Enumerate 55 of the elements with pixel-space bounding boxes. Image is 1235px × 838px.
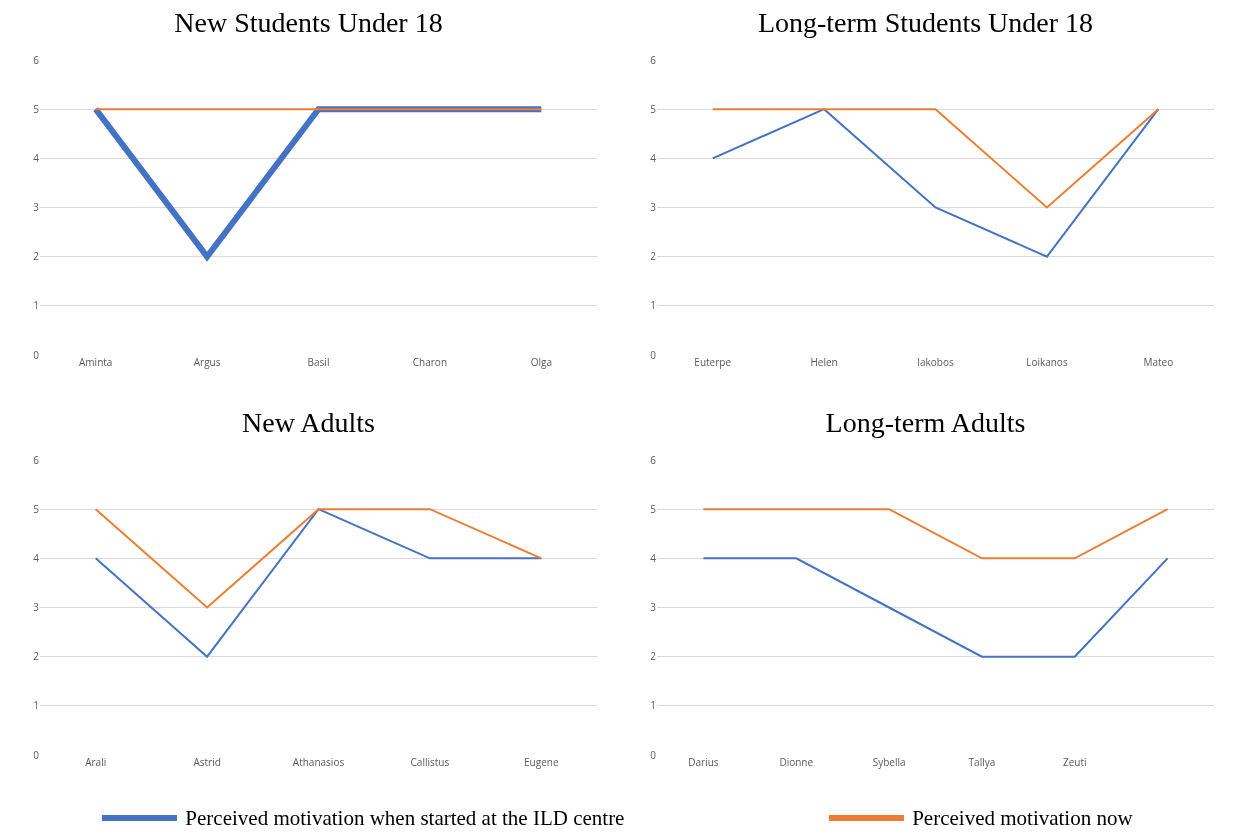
y-tick-label: 6 [650,52,657,67]
x-tick-label: Charon [412,355,448,369]
y-tick-label: 0 [33,347,40,362]
x-tick-label: Iakobos [917,355,954,369]
x-tick-label: Loikanos [1026,355,1068,369]
y-tick-label: 1 [33,698,39,713]
y-tick-label: 5 [33,101,40,116]
y-tick-label: 3 [33,200,40,214]
x-tick-label: Zeuti [1062,755,1087,769]
x-tick-label: Argus [193,355,221,369]
x-tick-label: Callistus [410,755,450,769]
y-tick-label: 3 [33,600,40,614]
x-tick-label: Helen [810,355,838,369]
y-tick-label: 5 [650,101,657,116]
x-tick-label: Tallya [968,755,996,769]
y-tick-label: 3 [650,600,657,614]
chart-title: Long-term Students Under 18 [757,6,1094,38]
x-tick-label: Astrid [193,755,221,769]
y-tick-label: 3 [650,200,657,214]
y-tick-label: 2 [650,649,657,664]
y-tick-label: 1 [650,698,656,713]
chart-title: Long-term Adults [825,406,1026,438]
legend-label: Perceived motivation when started at the ILD centre [185,805,625,831]
y-tick-label: 4 [650,150,657,165]
x-tick-label: Eugene [524,755,559,769]
y-tick-label: 4 [650,550,657,565]
line-series [711,108,1160,258]
x-tick-label: Dionne [779,755,814,769]
x-tick-label: Euterpe [694,355,732,369]
y-tick-label: 0 [33,747,40,762]
y-tick-label: 1 [33,298,39,313]
y-tick-label: 4 [33,150,40,165]
x-tick-label: Sybella [872,755,906,769]
x-tick-label: Arali [85,755,107,769]
y-tick-label: 2 [33,649,40,664]
y-tick-label: 2 [650,249,657,264]
x-tick-label: Aminta [79,355,113,369]
legend-label: Perceived motivation now [912,805,1133,831]
y-tick-label: 5 [650,501,657,516]
x-tick-label: Basil [307,355,330,369]
y-tick-label: 1 [650,298,656,313]
y-tick-label: 6 [33,52,40,67]
y-tick-label: 0 [650,347,657,362]
y-tick-label: 0 [650,747,657,762]
y-tick-label: 4 [33,550,40,565]
x-tick-label: Olga [530,355,552,369]
y-tick-label: 2 [33,249,40,264]
chart-title: New Adults [242,406,375,438]
chart-title: New Students Under 18 [174,6,443,38]
x-tick-label: Darius [688,755,719,769]
y-tick-label: 5 [33,501,40,516]
y-tick-label: 6 [33,452,40,467]
x-tick-label: Athanasios [292,755,345,769]
x-tick-label: Mateo [1143,355,1174,369]
y-tick-label: 6 [650,452,657,467]
